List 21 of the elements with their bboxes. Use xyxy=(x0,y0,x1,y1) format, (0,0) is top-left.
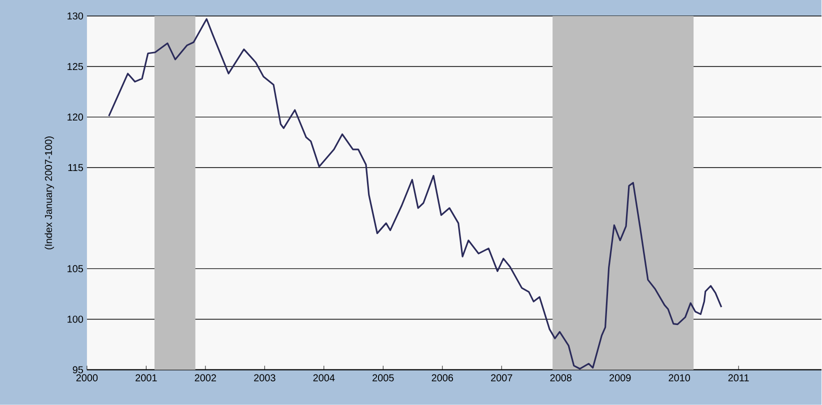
line-series xyxy=(108,18,722,370)
y-axis-title: (Index January 2007-100) xyxy=(44,136,54,250)
x-tick-label: 2003 xyxy=(254,374,276,382)
x-tick-label: 2011 xyxy=(728,374,749,382)
x-tick-label: 2010 xyxy=(668,374,690,382)
y-tick-label: 125 xyxy=(68,63,84,70)
x-tick-label: 2008 xyxy=(550,374,572,382)
y-tick-label: 100 xyxy=(68,316,84,323)
x-tick-label: 2006 xyxy=(432,374,454,382)
x-tick-label: 2001 xyxy=(136,374,157,382)
y-tick-label: 120 xyxy=(68,114,84,121)
y-tick-label: 105 xyxy=(68,265,84,272)
y-tick-label: 115 xyxy=(68,164,84,172)
x-tick-label: 2007 xyxy=(491,374,512,382)
x-tick-label: 2004 xyxy=(313,374,335,382)
x-tick-label: 2005 xyxy=(372,374,394,382)
y-tick-label: 95 xyxy=(72,366,84,374)
x-tick-label: 2009 xyxy=(610,374,631,382)
x-tick-label: 2000 xyxy=(76,374,98,382)
y-tick-label: 130 xyxy=(68,12,84,20)
x-tick-label: 2002 xyxy=(194,374,216,382)
